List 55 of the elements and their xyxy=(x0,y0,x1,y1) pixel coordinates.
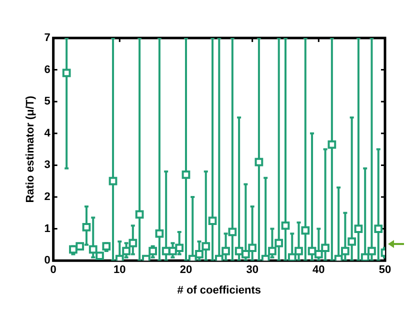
point xyxy=(301,226,310,235)
point xyxy=(294,246,303,256)
point xyxy=(62,68,71,78)
point xyxy=(135,210,144,219)
point xyxy=(96,252,104,260)
point xyxy=(360,253,370,261)
y-tick-label: 2 xyxy=(44,191,50,204)
x-tick-label: 30 xyxy=(246,264,258,276)
point xyxy=(142,254,150,261)
point xyxy=(148,246,158,256)
point xyxy=(274,238,284,248)
y-tick-label: 7 xyxy=(44,32,50,44)
point xyxy=(261,254,270,261)
y-tick-label: 0 xyxy=(44,254,50,267)
x-tick-label: 20 xyxy=(180,264,192,276)
point xyxy=(328,140,336,149)
point xyxy=(155,229,164,238)
y-tick-label: 3 xyxy=(44,159,50,172)
point xyxy=(348,237,356,246)
point xyxy=(374,224,383,233)
point xyxy=(254,158,264,166)
point xyxy=(128,238,138,248)
y-tick-label: 4 xyxy=(44,127,52,140)
point xyxy=(334,254,343,261)
point xyxy=(341,246,350,256)
point xyxy=(115,254,124,261)
point xyxy=(214,254,224,261)
point xyxy=(288,253,296,261)
point xyxy=(354,224,363,233)
point xyxy=(108,176,118,186)
point xyxy=(222,246,230,256)
point xyxy=(368,246,376,256)
y-tick-label: 6 xyxy=(44,64,50,76)
point xyxy=(195,250,204,258)
point xyxy=(88,245,98,254)
point xyxy=(82,223,91,232)
point xyxy=(321,244,330,252)
x-tick-label: 40 xyxy=(312,264,325,276)
point xyxy=(202,242,210,250)
x-tick-label: 10 xyxy=(114,264,126,276)
point xyxy=(228,228,237,236)
x-tick-label: 50 xyxy=(378,264,392,276)
point xyxy=(268,246,276,256)
point xyxy=(314,250,323,258)
y-tick-label: 5 xyxy=(44,96,50,108)
point xyxy=(182,170,190,179)
point xyxy=(248,244,257,252)
y-tick-label: 1 xyxy=(44,222,50,235)
point xyxy=(208,216,217,226)
x-axis-title: # of coefficients xyxy=(177,284,262,296)
point xyxy=(175,244,184,252)
y-axis-title: Ratio estimator (μ/T) xyxy=(24,95,37,203)
point xyxy=(281,221,290,230)
point xyxy=(242,250,250,258)
point xyxy=(122,246,130,256)
